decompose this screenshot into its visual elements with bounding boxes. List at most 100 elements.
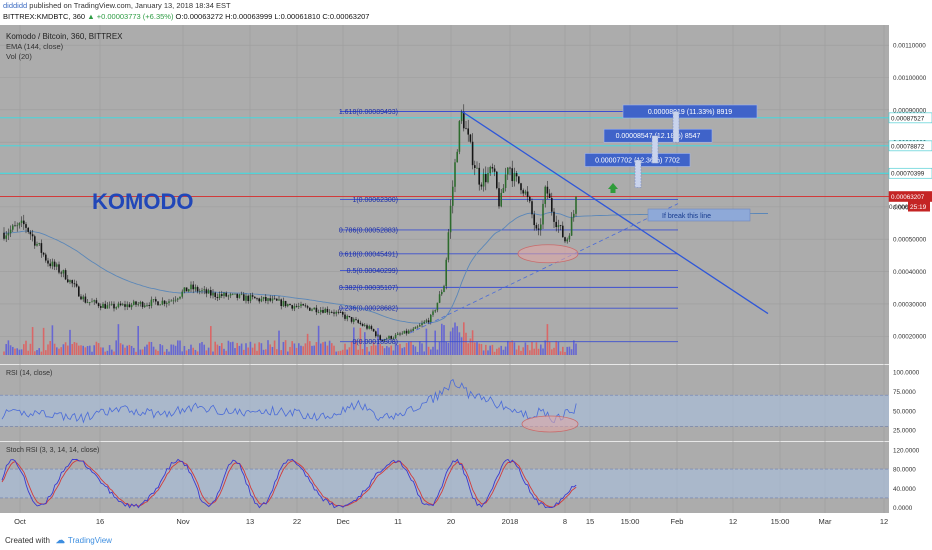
target-label: 0.00008919 (11.33%) 8919 [648, 109, 732, 116]
candle-body [333, 312, 335, 314]
time-tick-label: 16 [96, 517, 104, 526]
volume-bar [27, 350, 29, 355]
volume-bar [344, 343, 346, 355]
volume-bar [315, 342, 318, 355]
volume-bar [522, 347, 524, 355]
candle-body [207, 290, 210, 294]
candle-body [344, 314, 346, 319]
volume-bar [34, 351, 36, 355]
candle-body [269, 298, 271, 301]
candle-body [271, 298, 274, 301]
candle-body [25, 224, 27, 228]
target-box [622, 104, 758, 119]
volume-bar [170, 344, 172, 355]
candle-body [311, 309, 313, 311]
candle-body [410, 330, 412, 332]
volume-bar [236, 342, 238, 355]
candle-body [381, 340, 384, 341]
volume-bar [438, 341, 441, 355]
volume-bar [465, 332, 467, 355]
volume-bar [368, 351, 370, 355]
tradingview-logo-icon[interactable]: ☁ [55, 535, 65, 545]
ohlc-values: O:0.00063272 H:0.00063999 L:0.00061810 C… [175, 12, 370, 21]
candle-body [144, 305, 146, 307]
time-tick-label: Mar [819, 517, 832, 526]
candle-body [56, 264, 58, 267]
volume-bar [557, 341, 560, 355]
volume-bar [542, 348, 544, 355]
candle-body [405, 330, 408, 334]
candle-body [432, 311, 434, 315]
candle-body [23, 220, 25, 225]
volume-bar [144, 346, 146, 355]
candle-body [212, 292, 214, 296]
candle-body [529, 196, 531, 202]
price-tag-label: 0.00070399 [891, 171, 925, 178]
volume-bar [474, 342, 476, 355]
candle-body [370, 326, 373, 329]
candle-body [287, 304, 289, 307]
candle-body [172, 300, 175, 302]
volume-bar [326, 345, 329, 355]
time-tick-label: 2018 [502, 517, 519, 526]
fib-level-label: 0.786(0.00052883) [339, 227, 398, 234]
price-tick-label: 0.00110000 [893, 43, 926, 50]
candle-body [38, 243, 40, 244]
volume-bar [361, 348, 364, 355]
volume-bar [196, 351, 199, 355]
volume-bar [278, 330, 280, 355]
volume-bar [168, 351, 170, 355]
candle-body [295, 306, 298, 307]
price-axis-bg [889, 25, 932, 513]
volume-bar [496, 348, 498, 355]
candle-body [234, 293, 236, 295]
volume-bar [320, 343, 322, 355]
volume-bar [337, 351, 340, 355]
volume-bar [390, 345, 392, 355]
candle-body [82, 296, 84, 300]
volume-bar [179, 340, 181, 355]
candle-body [324, 308, 326, 313]
time-tick-label: Nov [176, 517, 190, 526]
volume-bar [152, 346, 155, 355]
tradingview-link[interactable]: TradingView [67, 536, 112, 545]
candle-body [557, 225, 560, 228]
author-link[interactable]: diddidd [3, 1, 28, 10]
time-tick-label: 8 [563, 517, 567, 526]
candle-body [394, 334, 397, 338]
candle-body [562, 225, 564, 238]
volume-bar [141, 349, 144, 355]
volume-bar [445, 341, 447, 355]
volume-bar [423, 351, 425, 355]
candle-body [449, 205, 452, 233]
candle-body [401, 333, 403, 335]
volume-bar [537, 348, 540, 355]
fib-level-label: 0.236(0.00028682) [339, 306, 398, 313]
candle-body [460, 111, 463, 122]
volume-bar [51, 325, 54, 355]
candle-body [309, 307, 311, 311]
candle-body [443, 286, 445, 292]
candle-body [7, 233, 10, 236]
volume-bar [342, 349, 344, 355]
symbol-info: BITTREX:KMDBTC, 360 ▲ +0.00003773 (+6.35… [3, 12, 369, 22]
volume-bar [269, 344, 271, 355]
volume-bar [304, 343, 307, 355]
candle-body [546, 186, 549, 194]
volume-bar [419, 341, 421, 355]
volume-bar [104, 351, 106, 355]
volume-bar [135, 351, 137, 355]
volume-bar [47, 344, 49, 355]
candle-body [93, 300, 95, 302]
candle-body [368, 326, 370, 329]
candle-body [53, 261, 56, 267]
volume-bar [381, 346, 384, 355]
volume-bar [75, 342, 78, 355]
stoch-legend: Stoch RSI (3, 3, 14, 14, close) [6, 447, 99, 454]
volume-bar [49, 340, 51, 355]
volume-bar [89, 345, 91, 355]
candle-body [304, 305, 307, 307]
rsi-tick-label: 50.0000 [893, 408, 916, 415]
volume-bar [573, 340, 575, 355]
chart-canvas[interactable]: 1.618(0.00089493) 1(0.00062300) 0.786(0.00… [0, 25, 932, 531]
